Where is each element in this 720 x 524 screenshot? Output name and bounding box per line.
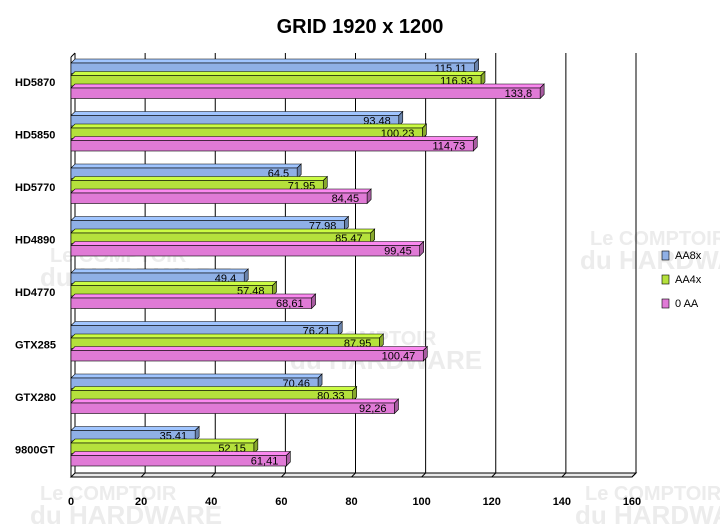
x-tick-label: 40 [205, 496, 217, 508]
grid-floor-line [631, 472, 637, 478]
data-label: 114,73 [432, 141, 465, 153]
x-tick-label: 0 [68, 496, 74, 508]
bar [70, 87, 541, 99]
x-axis: 0 20 40 60 80 100 120 140 160 [68, 496, 641, 508]
grid-floor-line [281, 472, 286, 478]
data-label: 92,26 [359, 403, 387, 415]
bar-top-face [70, 83, 545, 89]
bar [70, 245, 420, 257]
category-label: GTX280 [15, 392, 56, 404]
bar-top-face [70, 216, 350, 221]
data-label: 100,47 [382, 351, 416, 363]
watermark-line2: du HARDWARE [30, 500, 222, 524]
bar-top-face [70, 123, 428, 129]
bar-top-face [70, 346, 428, 351]
legend-label: AA4x [675, 274, 702, 286]
watermark-line2: du HARDWARE [575, 500, 720, 524]
grid-floor-line [351, 472, 356, 478]
category-label: HD5770 [15, 182, 55, 194]
bar-top-face [70, 333, 385, 339]
legend-label: 0 AA [675, 298, 699, 310]
category-label: HD5870 [15, 77, 55, 89]
legend-swatch [661, 298, 670, 309]
watermark-line1: Le COMPTOIR [590, 228, 720, 250]
category-label: HD4890 [15, 234, 55, 246]
grid-floor-line [210, 472, 216, 478]
bar [70, 350, 424, 362]
data-label: 68,61 [276, 298, 304, 310]
x-tick-label: 100 [412, 496, 430, 508]
watermark-line2: du HARDWARE [580, 245, 720, 275]
legend-swatch [661, 250, 670, 261]
x-tick-label: 120 [483, 496, 501, 508]
bar-top-face [70, 71, 486, 76]
bar-top-face [70, 228, 376, 234]
bar [70, 140, 474, 152]
bar [70, 455, 287, 467]
category-label: GTX285 [15, 339, 56, 351]
x-tick-label: 140 [553, 496, 571, 508]
grid-floor-line [491, 472, 497, 478]
grid-floor-line [140, 472, 146, 478]
grid-floor-line [421, 472, 426, 478]
bar [70, 402, 395, 414]
x-tick-label: 20 [135, 496, 147, 508]
bar-top-face [70, 136, 478, 141]
data-label: 99,45 [384, 246, 412, 258]
bar-top-face [70, 398, 400, 404]
bar-top-face [70, 188, 372, 194]
bars-layer: 115,11116,93133,893,48100,23114,7364,571… [70, 58, 545, 468]
watermark-line1: Le COMPTOIR [585, 483, 720, 505]
chart-title: GRID 1920 x 1200 [277, 16, 444, 38]
data-label: 61,41 [251, 456, 279, 468]
x-tick-label: 160 [623, 496, 641, 508]
legend-swatch [661, 274, 670, 285]
data-label: 84,45 [332, 193, 360, 205]
bar-top-face [70, 241, 425, 246]
bar [70, 297, 312, 309]
bar-top-face [70, 58, 480, 64]
x-tick-label: 80 [345, 496, 357, 508]
y-axis-top-edge [70, 52, 76, 58]
bar [70, 192, 368, 204]
bar-top-face [70, 163, 302, 169]
category-label: 9800GT [15, 444, 55, 456]
legend: AA8x AA4x 0 AA [661, 250, 702, 310]
category-labels: HD5870 HD5850 HD5770 HD4890 HD4770 GTX285 GTX2… [15, 77, 56, 457]
x-tick-label: 60 [275, 496, 287, 508]
category-label: HD5850 [15, 129, 55, 141]
bar-top-face [70, 321, 343, 326]
bar-top-face [70, 111, 404, 116]
bar-top-face [70, 386, 358, 391]
watermark-line1: Le COMPTOIR [40, 483, 177, 505]
data-label: 133,8 [505, 88, 533, 100]
grid-floor-line [561, 472, 567, 478]
category-label: HD4770 [15, 287, 55, 299]
legend-label: AA8x [675, 250, 702, 262]
